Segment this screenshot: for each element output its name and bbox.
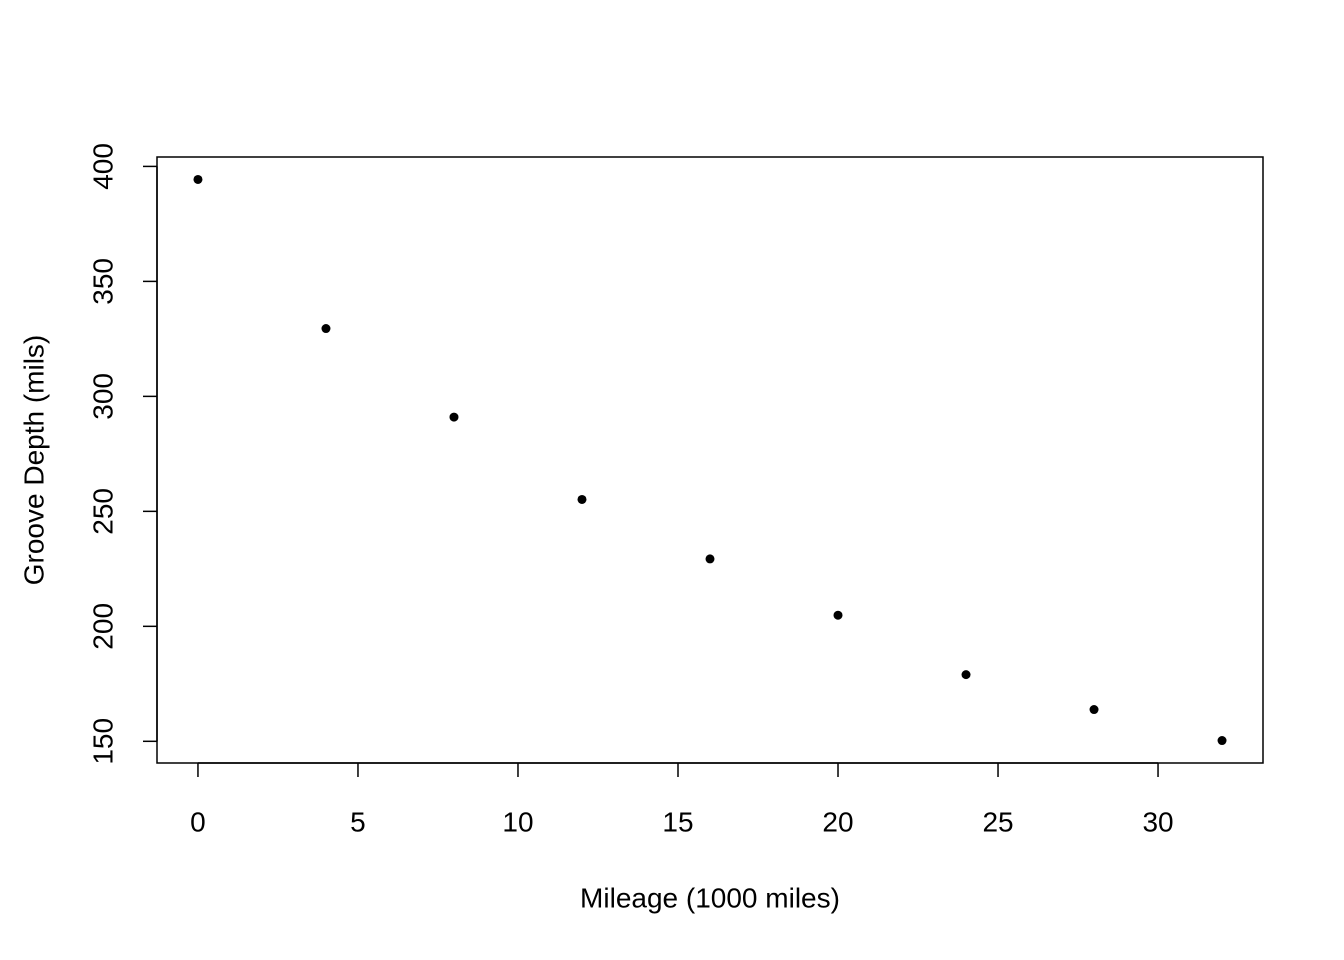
x-tick-label: 5 — [350, 806, 366, 837]
y-tick-label: 150 — [87, 718, 118, 765]
plot-box — [156, 156, 1264, 764]
point — [705, 554, 715, 564]
point — [961, 670, 971, 680]
x-tick-label: 15 — [662, 806, 693, 837]
point — [321, 324, 331, 334]
x-tick-label: 0 — [190, 806, 206, 837]
point — [833, 610, 843, 620]
x-axis-label: Mileage (1000 miles) — [580, 882, 840, 913]
point — [193, 174, 203, 184]
x-tick-label: 25 — [982, 806, 1013, 837]
x-tick-label: 20 — [822, 806, 853, 837]
y-axis-label: Groove Depth (mils) — [18, 335, 49, 586]
y-tick-label: 400 — [87, 143, 118, 190]
point — [1217, 736, 1227, 746]
x-tick-label: 30 — [1142, 806, 1173, 837]
y-tick-label: 200 — [87, 603, 118, 650]
point — [577, 494, 587, 504]
y-tick-label: 300 — [87, 373, 118, 420]
x-tick-label: 10 — [502, 806, 533, 837]
y-tick-label: 250 — [87, 488, 118, 535]
y-tick-label: 350 — [87, 258, 118, 305]
point — [449, 412, 459, 422]
point — [1089, 705, 1099, 715]
